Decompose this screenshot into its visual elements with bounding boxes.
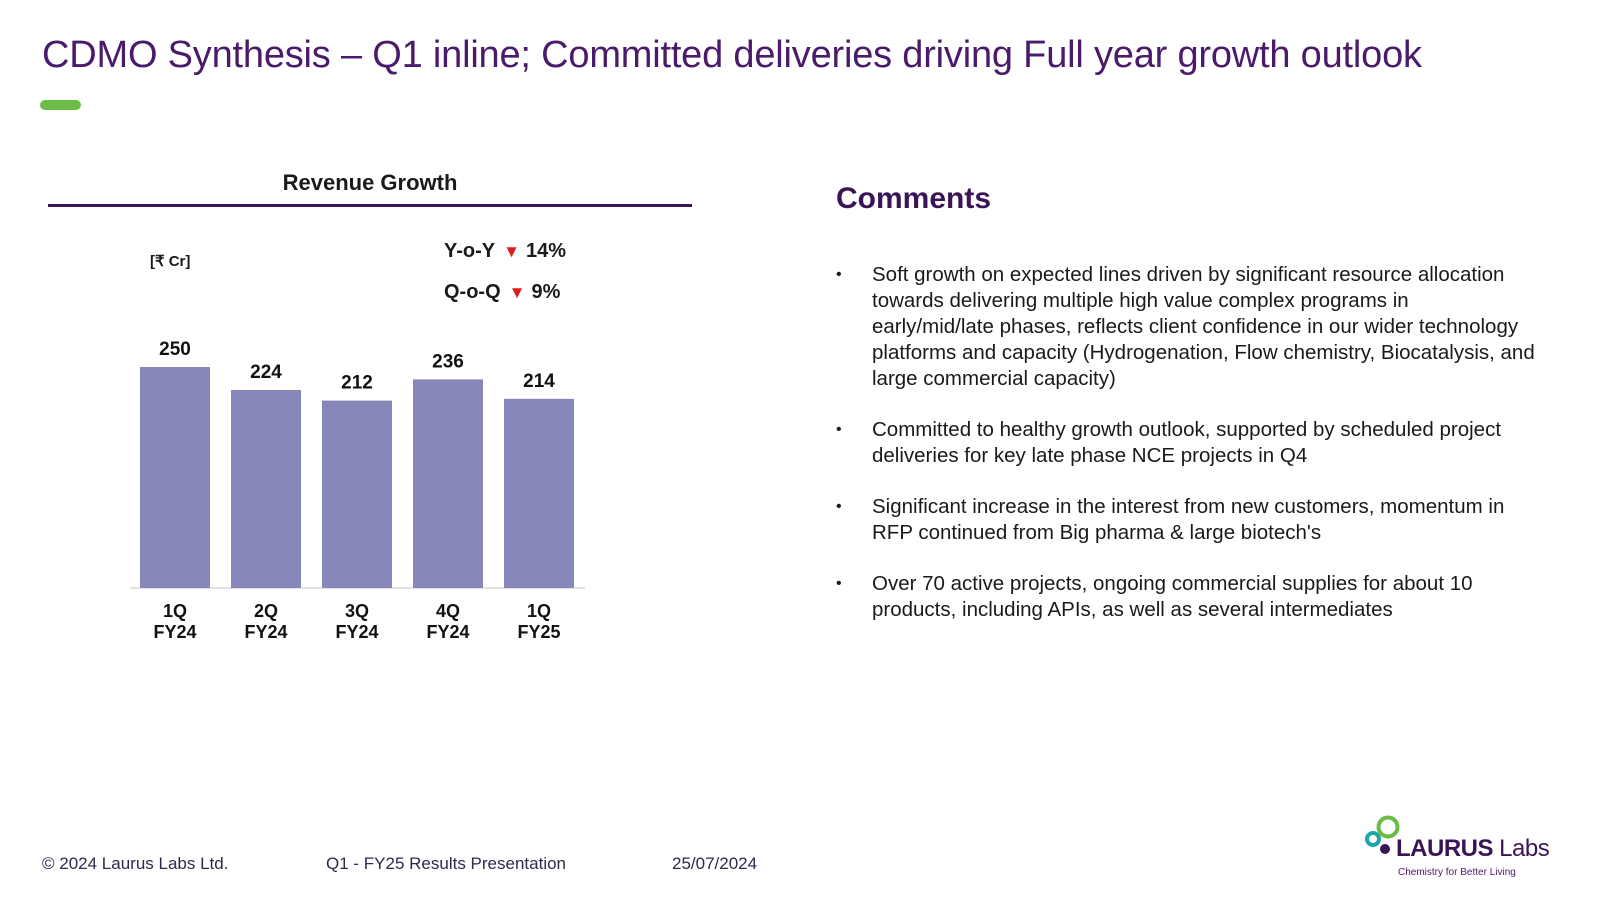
comment-text: Over 70 active projects, ongoing commerc… <box>872 572 1473 621</box>
footer-presentation-name: Q1 - FY25 Results Presentation <box>326 854 567 873</box>
bullet-icon: • <box>836 575 842 592</box>
down-arrow-icon: ▼ <box>503 242 520 261</box>
comments-list: • Soft growth on expected lines driven by… <box>836 262 1536 648</box>
x-tick-label: 2Q <box>254 601 278 621</box>
down-arrow-icon: ▼ <box>508 283 526 302</box>
x-tick-label: FY24 <box>426 622 469 642</box>
data-label: 212 <box>341 373 373 394</box>
x-tick-label: FY24 <box>335 622 378 642</box>
comment-text: Soft growth on expected lines driven by … <box>872 263 1535 390</box>
comment-item: • Over 70 active projects, ongoing commer… <box>836 571 1536 623</box>
yoy-metric: Y-o-Y ▼ 14% <box>444 240 566 263</box>
x-tick-label: FY24 <box>244 622 287 642</box>
logo-wordmark: LAURUS Labs <box>1396 835 1550 862</box>
data-label: 236 <box>432 351 464 372</box>
slide-title: CDMO Synthesis – Q1 inline; Committed de… <box>42 34 1422 76</box>
x-tick-label: 1Q <box>163 601 187 621</box>
x-tick-label: FY24 <box>153 622 196 642</box>
logo-tagline: Chemistry for Better Living <box>1398 867 1516 878</box>
comment-text: Committed to healthy growth outlook, sup… <box>872 418 1502 467</box>
chart-unit-label: [₹ Cr] <box>150 253 191 270</box>
comments-heading: Comments <box>836 182 992 215</box>
bar <box>231 389 301 588</box>
bullet-icon: • <box>836 498 842 515</box>
x-tick-label: FY25 <box>517 622 560 642</box>
comment-item: • Soft growth on expected lines driven by… <box>836 262 1536 392</box>
yoy-label: Y-o-Y <box>444 240 496 262</box>
data-label: 250 <box>159 339 191 360</box>
x-tick-label: 3Q <box>345 601 369 621</box>
bullet-icon: • <box>836 266 842 283</box>
yoy-value: 14% <box>525 240 566 262</box>
x-tick-label: 4Q <box>436 601 460 621</box>
bar <box>322 400 392 588</box>
title-accent-bar <box>40 100 81 110</box>
comment-item: • Significant increase in the interest fr… <box>836 494 1536 546</box>
revenue-bar-chart: 2501QFY242242QFY242123QFY242364QFY242141… <box>130 339 585 642</box>
bar <box>140 367 210 588</box>
footer-date: 25/07/2024 <box>672 854 758 873</box>
qoq-metric: Q-o-Q ▼ 9% <box>444 281 560 304</box>
qoq-value: 9% <box>531 281 561 303</box>
chart-heading: Revenue Growth <box>282 170 458 195</box>
logo-mark-icon <box>1365 815 1400 854</box>
x-tick-label: 1Q <box>527 601 551 621</box>
comment-text: Significant increase in the interest fro… <box>872 495 1505 544</box>
bullet-icon: • <box>836 421 842 438</box>
laurus-labs-logo: LAURUS Labs Chemistry for Better Living <box>1362 815 1562 880</box>
chart-heading-rule <box>48 204 692 207</box>
data-label: 224 <box>250 362 282 383</box>
data-label: 214 <box>523 371 555 392</box>
qoq-label: Q-o-Q <box>444 281 501 303</box>
bar <box>413 379 483 588</box>
footer-copyright: © 2024 Laurus Labs Ltd. <box>42 854 229 873</box>
bar <box>504 398 574 588</box>
comment-item: • Committed to healthy growth outlook, su… <box>836 417 1536 469</box>
